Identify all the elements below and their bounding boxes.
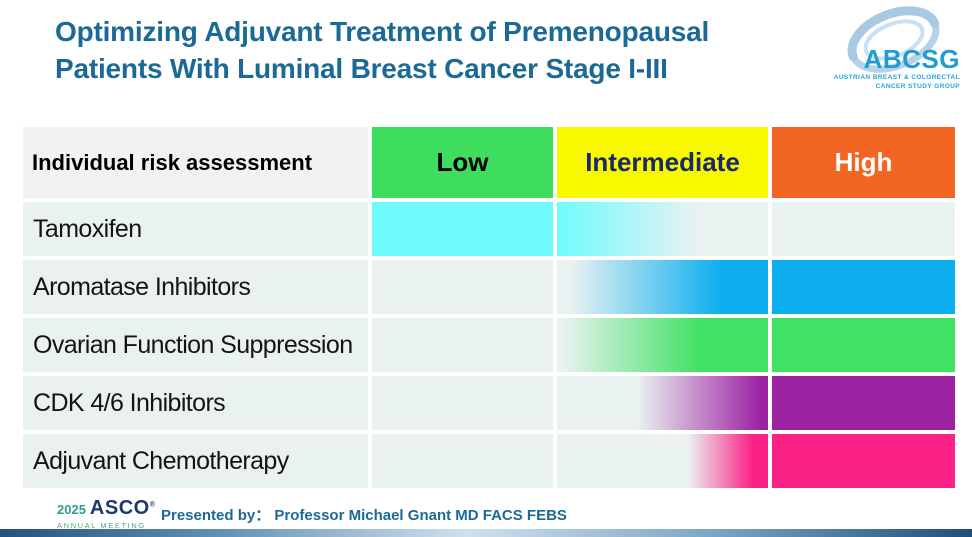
risk-cell-ofs-intermediate — [557, 318, 768, 372]
risk-cell-tamoxifen-intermediate — [557, 202, 768, 256]
risk-cell-tamoxifen-high — [772, 202, 955, 256]
risk-cell-cdk46-intermediate — [557, 376, 768, 430]
abcsg-subtitle-line1: AUSTRIAN BREAST & COLORECTAL — [833, 74, 960, 81]
asco-wordmark: ASCO® — [89, 497, 156, 519]
column-header-low: Low — [372, 127, 553, 198]
risk-cell-aromatase-high — [772, 260, 955, 314]
row-label-adjuvant-chemotherapy: Adjuvant Chemotherapy — [23, 434, 368, 488]
abcsg-subtitle-line2: CANCER STUDY GROUP — [875, 83, 960, 90]
row-label-tamoxifen: Tamoxifen — [23, 202, 368, 256]
column-header-intermediate: Intermediate — [557, 127, 768, 198]
presented-by-line: Presented by： Professor Michael Gnant MD… — [161, 504, 567, 525]
risk-cell-cdk46-high — [772, 376, 955, 430]
risk-cell-tamoxifen-low — [372, 202, 553, 256]
table-header-label: Individual risk assessment — [23, 127, 368, 198]
presenter-name: Professor Michael Gnant MD FACS FEBS — [274, 507, 567, 524]
risk-cell-chemo-high — [772, 434, 955, 488]
asco-registered-mark: ® — [149, 501, 156, 509]
asco-year: 2025 — [57, 502, 86, 517]
risk-cell-chemo-low — [372, 434, 553, 488]
column-header-high: High — [772, 127, 955, 198]
slide-bottom-accent-bar — [0, 529, 972, 537]
asco-annual-meeting-label: ANNUAL MEETING — [57, 521, 146, 530]
abcsg-wordmark: ABCSG — [863, 44, 960, 74]
row-label-cdk46-inhibitors: CDK 4/6 Inhibitors — [23, 376, 368, 430]
risk-assessment-table: Individual risk assessment Low Intermedi… — [23, 127, 955, 488]
presented-by-label: Presented by： — [161, 507, 271, 524]
risk-cell-cdk46-low — [372, 376, 553, 430]
slide-title-line2: Patients With Luminal Breast Cancer Stag… — [55, 52, 668, 84]
risk-cell-ofs-high — [772, 318, 955, 372]
slide-title: Optimizing Adjuvant Treatment of Premeno… — [55, 14, 795, 88]
asco-annual-meeting-logo: 2025 ASCO® ANNUAL MEETING — [57, 497, 155, 530]
row-label-aromatase-inhibitors: Aromatase Inhibitors — [23, 260, 368, 314]
risk-cell-aromatase-intermediate — [557, 260, 768, 314]
abcsg-logo: ABCSG AUSTRIAN BREAST & COLORECTAL CANCE… — [834, 4, 964, 102]
abcsg-swirl-icon — [847, 6, 940, 73]
risk-cell-aromatase-low — [372, 260, 553, 314]
slide-title-line1: Optimizing Adjuvant Treatment of Premeno… — [55, 16, 710, 47]
risk-cell-chemo-intermediate — [557, 434, 768, 488]
row-label-ovarian-function-suppression: Ovarian Function Suppression — [23, 318, 368, 372]
risk-cell-ofs-low — [372, 318, 553, 372]
